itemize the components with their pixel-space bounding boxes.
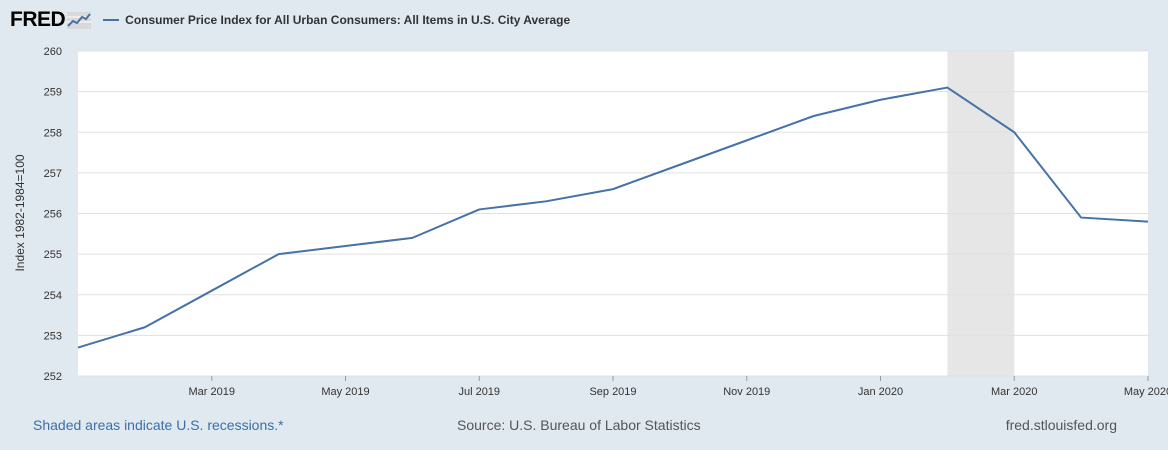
y-tick-label: 254 [44,290,62,302]
x-tick-label: Mar 2020 [991,386,1037,398]
x-tick-label: May 2019 [321,386,369,398]
data-point[interactable] [477,207,482,212]
series-line[interactable] [77,86,1149,349]
legend-swatch [103,19,120,21]
logo-graph-icon [67,12,92,29]
x-tick-label: May 2020 [1124,386,1168,398]
data-point[interactable] [677,162,682,167]
data-point[interactable] [343,244,348,249]
y-axis-ticks: 252 253 254 255 256 257 258 259 260 [44,46,62,383]
legend-label[interactable]: Consumer Price Index for All Urban Consu… [125,13,571,27]
chart-header: FRED Consumer Price Index for All Urban … [10,6,570,34]
x-tick-label: Jan 2020 [858,386,903,398]
y-tick-label: 253 [44,330,62,342]
data-point[interactable] [878,97,883,102]
data-point[interactable] [945,85,950,90]
y-axis-label: Index 1982-1984=100 [13,154,27,271]
data-point[interactable] [611,187,616,192]
x-axis-ticks: Mar 2019 May 2019 Jul 2019 Sep 2019 Nov 2019… [189,376,1168,398]
data-point[interactable] [142,325,147,330]
data-point[interactable] [209,288,214,293]
data-point[interactable] [1079,215,1084,220]
y-tick-label: 258 [44,127,62,139]
x-tick-label: Nov 2019 [723,386,770,398]
data-point[interactable] [76,345,81,350]
x-tick-label: Jul 2019 [458,386,500,398]
fred-logo[interactable]: FRED [10,8,92,32]
site-link[interactable]: fred.stlouisfed.org [1005,417,1117,433]
source-text: Source: U.S. Bureau of Labor Statistics [457,417,701,433]
data-point[interactable] [1012,130,1017,135]
data-point[interactable] [276,252,281,257]
y-tick-label: 259 [44,87,62,99]
x-tick-label: Mar 2019 [189,386,235,398]
x-tick-label: Sep 2019 [589,386,636,398]
gridlines [78,50,1148,377]
y-tick-label: 260 [44,46,62,58]
y-tick-label: 256 [44,209,62,221]
data-point[interactable] [811,114,816,119]
data-point[interactable] [544,199,549,204]
series-layer [76,85,1151,350]
data-point[interactable] [744,138,749,143]
recessions-link[interactable]: Shaded areas indicate U.S. recessions.* [33,417,284,433]
data-point[interactable] [410,235,415,240]
y-tick-label: 257 [44,168,62,180]
logo-text: FRED [10,8,66,31]
data-point[interactable] [1146,219,1151,224]
y-tick-label: 252 [44,371,62,383]
y-tick-label: 255 [44,249,62,261]
